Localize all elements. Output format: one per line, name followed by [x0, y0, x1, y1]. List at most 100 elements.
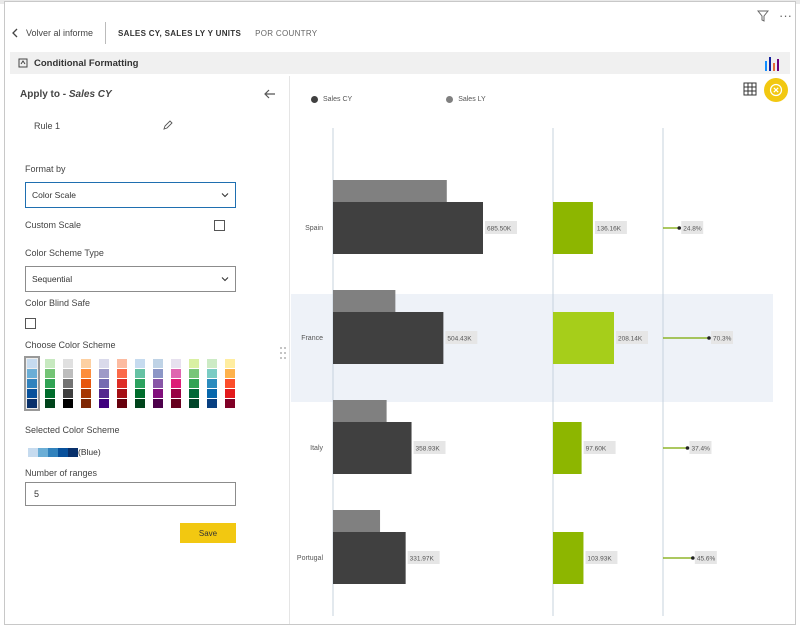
custom-scale-checkbox[interactable]	[214, 220, 225, 231]
color-swatch	[81, 359, 91, 368]
color-swatch	[135, 359, 145, 368]
lollipop-dot	[691, 556, 695, 560]
color-swatch	[27, 379, 37, 388]
filter-icon[interactable]	[757, 10, 769, 22]
color-swatch	[171, 399, 181, 408]
tab-sales-cy-ly-units[interactable]: SALES CY, SALES LY Y UNITS	[118, 28, 242, 38]
selected-swatch	[58, 447, 68, 457]
color-swatch	[45, 379, 55, 388]
color-blind-checkbox[interactable]	[25, 318, 36, 329]
ranges-input[interactable]: 5	[25, 482, 236, 506]
color-scheme-option[interactable]	[224, 358, 236, 409]
selected-swatch	[68, 447, 78, 457]
cf-title: Conditional Formatting	[34, 57, 139, 69]
bar-sales-ly	[333, 180, 447, 202]
chevron-left-icon	[12, 28, 18, 38]
legend-label: Sales CY	[323, 96, 353, 103]
color-swatch	[81, 379, 91, 388]
data-label-bg	[594, 221, 627, 234]
color-scheme-option[interactable]	[170, 358, 182, 409]
bar-units	[553, 312, 614, 364]
color-swatch	[117, 369, 127, 378]
color-swatch	[189, 369, 199, 378]
data-label-units: 97.60K	[586, 446, 607, 453]
legend-item-sales-ly[interactable]: Sales LY	[446, 96, 486, 103]
scheme-type-dropdown[interactable]: Sequential	[25, 266, 236, 292]
color-swatch	[81, 399, 91, 408]
color-swatch	[45, 399, 55, 408]
lollipop-dot	[677, 226, 682, 230]
color-scheme-option[interactable]	[44, 358, 56, 409]
chart-visual: Spain 685.50K 136.16K 24.8% France 504.43K 208…	[291, 76, 790, 624]
apply-target: Sales CY	[68, 89, 112, 100]
color-scheme-option[interactable]	[24, 356, 40, 411]
bar-units	[553, 532, 584, 584]
color-swatch	[117, 399, 127, 408]
color-swatch	[135, 389, 145, 398]
color-swatch	[171, 369, 181, 378]
tab-por-country[interactable]: POR COUNTRY	[255, 28, 318, 38]
report-header: Volver al informe SALES CY, SALES LY Y U…	[10, 22, 317, 44]
color-swatch	[63, 389, 73, 398]
color-swatch	[225, 369, 235, 378]
color-scheme-option[interactable]	[80, 358, 92, 409]
color-swatch	[27, 399, 37, 408]
color-scheme-option[interactable]	[134, 358, 146, 409]
back-to-report-link[interactable]: Volver al informe	[10, 22, 107, 44]
bar-units	[553, 422, 582, 474]
color-swatch	[99, 359, 109, 368]
bar-units	[553, 202, 593, 254]
more-options-icon[interactable]: ···	[779, 8, 792, 23]
selected-swatch	[48, 447, 58, 457]
color-swatch	[153, 359, 163, 368]
legend-label: Sales LY	[458, 96, 486, 103]
data-label-pct: 37.4%	[691, 446, 710, 453]
color-swatch	[117, 379, 127, 388]
color-swatch	[207, 389, 217, 398]
color-scheme-option[interactable]	[188, 358, 200, 409]
scheme-type-value: Sequential	[32, 274, 73, 284]
category-label: Portugal	[297, 555, 324, 562]
pencil-icon[interactable]	[163, 120, 173, 130]
color-swatch	[117, 389, 127, 398]
data-label-pct: 24.8%	[683, 226, 702, 233]
close-button[interactable]	[764, 78, 788, 102]
color-scheme-option[interactable]	[116, 358, 128, 409]
close-icon	[769, 83, 783, 97]
apply-to-heading: Apply to - Sales CY	[20, 89, 112, 100]
data-label-sales: 504.43K	[447, 336, 472, 343]
save-button[interactable]: Save	[180, 523, 236, 543]
legend-item-sales-cy[interactable]: Sales CY	[311, 96, 352, 103]
color-swatch	[189, 389, 199, 398]
color-swatch	[225, 379, 235, 388]
color-swatch	[225, 389, 235, 398]
color-scheme-option[interactable]	[62, 358, 74, 409]
arrow-left-icon[interactable]	[264, 89, 276, 99]
color-swatch	[207, 359, 217, 368]
color-swatch	[45, 369, 55, 378]
data-label-bg	[681, 221, 704, 234]
selected-scheme-preview: (Blue)	[28, 447, 101, 457]
category-label: Spain	[305, 225, 323, 232]
drag-handle-icon[interactable]	[279, 346, 287, 360]
color-swatch	[99, 399, 109, 408]
format-by-value: Color Scale	[32, 190, 76, 200]
color-swatch	[45, 389, 55, 398]
selected-scheme-swatches	[28, 447, 78, 457]
color-swatch	[225, 359, 235, 368]
color-swatch	[63, 379, 73, 388]
color-swatch	[135, 369, 145, 378]
color-swatch	[153, 389, 163, 398]
color-scheme-option[interactable]	[206, 358, 218, 409]
visual-chart-icon	[765, 57, 779, 71]
color-scheme-option[interactable]	[98, 358, 110, 409]
format-by-dropdown[interactable]: Color Scale	[25, 182, 236, 208]
selected-scheme-label: Selected Color Scheme	[25, 425, 120, 435]
table-view-icon[interactable]	[743, 82, 757, 96]
chart-canvas: Spain 685.50K 136.16K 24.8% France 504.43K 208…	[291, 128, 773, 616]
color-swatch	[27, 369, 37, 378]
color-swatch	[135, 399, 145, 408]
color-scheme-option[interactable]	[152, 358, 164, 409]
selected-swatch	[38, 447, 48, 457]
color-swatch	[45, 359, 55, 368]
